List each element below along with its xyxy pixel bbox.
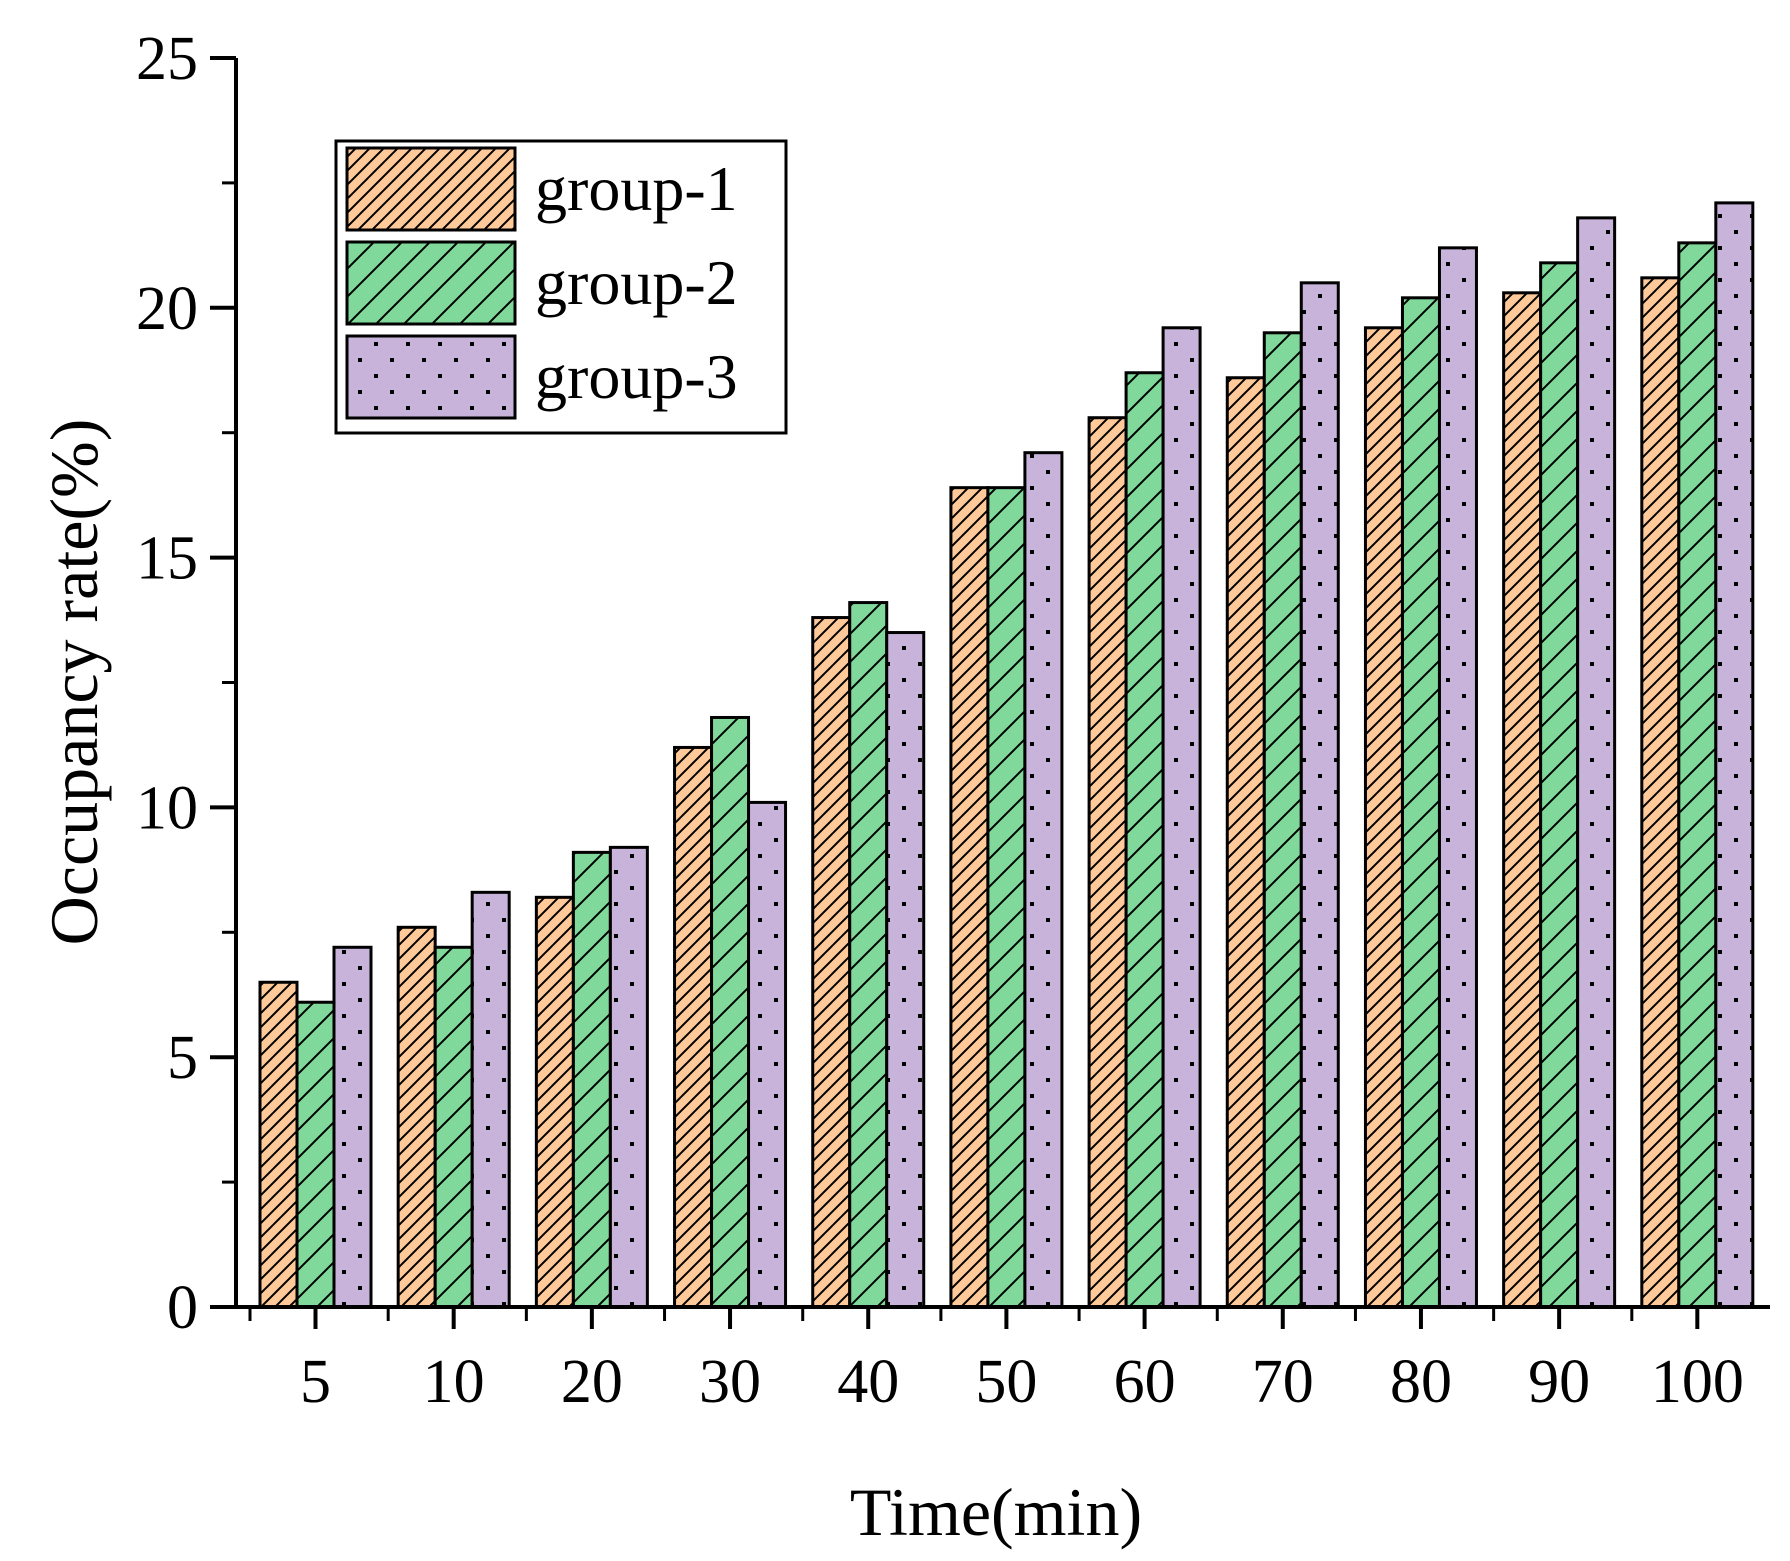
bar-group-1-5 [258,980,299,1309]
x-tick-label: 60 [1114,1348,1176,1416]
bar-group-1-60 [1087,416,1128,1309]
bar-group-2-70 [1262,331,1303,1309]
bar-group-2-20 [571,850,612,1309]
x-tick-label: 50 [975,1348,1037,1416]
x-axis-title: Time(min) [850,1474,1142,1550]
y-tick-label: 10 [136,774,198,842]
x-tick-label: 40 [837,1348,899,1416]
bar-group-3-50 [1023,451,1064,1309]
bar-group-2-50 [986,486,1027,1309]
bar-group-3-80 [1437,246,1478,1309]
bars-layer [258,201,1755,1309]
x-tick-label: 20 [561,1348,623,1416]
bar-group-3-100 [1714,201,1755,1309]
legend-label-group-3: group-3 [535,341,738,412]
y-axis-title: Occupancy rate(%) [36,419,112,946]
bar-group-2-60 [1124,371,1165,1309]
bar-group-2-40 [848,601,889,1309]
bar-group-3-20 [608,845,649,1309]
x-tick-label: 100 [1651,1348,1744,1416]
legend-swatch-group-2 [345,240,517,326]
y-tick-label: 15 [136,525,198,593]
bar-group-1-80 [1363,326,1404,1309]
legend-label-group-1: group-1 [535,153,738,224]
x-tick-label: 70 [1252,1348,1314,1416]
bar-group-2-5 [295,1000,336,1309]
x-tick-label: 30 [699,1348,761,1416]
x-tick-label: 90 [1528,1348,1590,1416]
y-tick-label: 20 [136,275,198,343]
bar-group-1-100 [1640,276,1681,1309]
bar-group-2-90 [1539,261,1580,1309]
bar-group-1-30 [673,745,714,1309]
bar-group-1-70 [1225,376,1266,1309]
bar-group-1-10 [396,925,437,1309]
bar-group-3-5 [332,945,373,1309]
legend-swatch-group-3 [345,334,517,420]
bar-group-3-10 [470,890,511,1309]
legend-label-group-2: group-2 [535,247,738,318]
bar-group-3-60 [1161,326,1202,1309]
bar-group-3-30 [747,800,788,1309]
bar-group-2-80 [1400,296,1441,1309]
x-ticks: 5 10 20 30 40 50 60 70 80 90 100 [248,1307,1744,1416]
bar-group-3-70 [1299,281,1340,1309]
bar-group-1-90 [1502,291,1543,1309]
y-tick-label: 25 [136,25,198,93]
bar-group-1-20 [534,895,575,1309]
bar-group-3-40 [885,631,926,1309]
y-ticks: 0 5 10 15 20 25 [136,25,236,1342]
legend: group-1 group-2 group-3 [334,139,788,435]
y-tick-label: 0 [167,1274,198,1342]
y-tick-label: 5 [167,1024,198,1092]
x-tick-label: 5 [300,1348,331,1416]
bar-group-3-90 [1576,216,1617,1309]
x-tick-label: 80 [1390,1348,1452,1416]
bar-group-2-10 [433,945,474,1309]
bar-group-2-30 [710,715,751,1309]
bar-group-2-100 [1677,241,1718,1309]
legend-swatch-group-1 [345,146,517,232]
bar-group-1-50 [949,486,990,1309]
x-tick-label: 10 [423,1348,485,1416]
bar-group-1-40 [811,616,852,1309]
